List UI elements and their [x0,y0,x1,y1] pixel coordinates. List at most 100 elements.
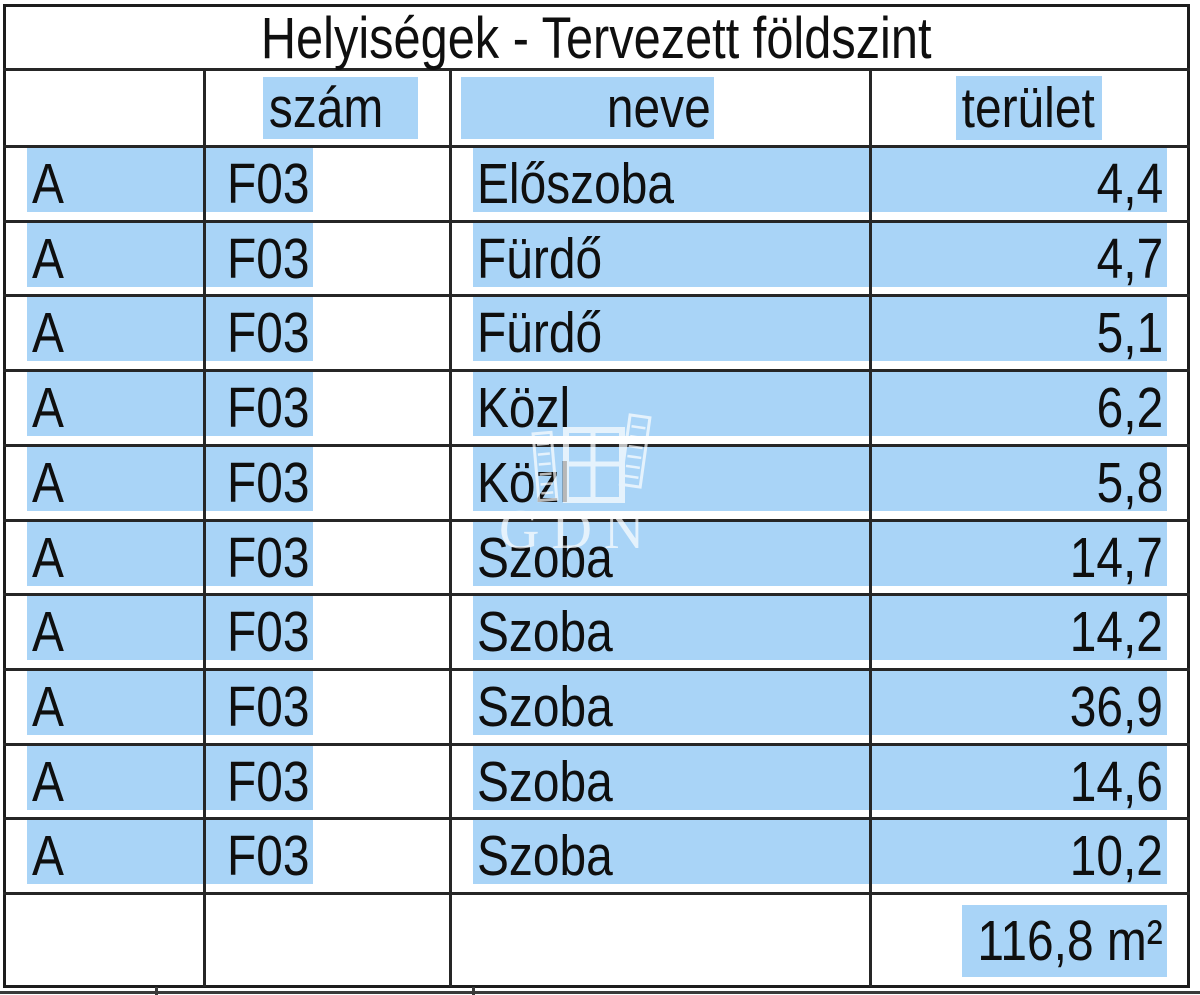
cell-block-text: A [32,749,64,814]
cell-terulet: 6,2 [880,369,1163,444]
cell-szam-text: F03 [227,600,310,664]
cell-block-text: A [32,376,64,440]
table-title: Helyiségek - Tervezett földszint [3,4,1190,68]
grid-line [3,668,1190,671]
cell-szam: F03 [227,593,437,668]
cell-neve-text: Közl [477,451,571,515]
cell-block: A [32,294,192,369]
cell-neve-text: Szoba [477,675,613,739]
cell-block: A [32,519,192,593]
cell-terulet: 5,1 [880,294,1163,369]
cell-block-text: A [32,600,64,664]
cell-block-text: A [32,675,64,739]
row-highlight-band [27,669,313,735]
header-highlight-szam [263,77,418,139]
grid-line [449,68,452,987]
grid-line [3,892,1190,895]
cell-terulet: 4,4 [880,145,1163,220]
column-header-szam-text: szám [268,76,384,140]
cell-block: A [32,444,192,519]
cell-szam-text: F03 [227,376,310,440]
total-area-text: 116,8 m² [977,909,1163,973]
cell-terulet-text: 14,7 [1069,525,1163,590]
grid-line [3,593,1190,596]
column-header-terulet: terület [869,68,1188,145]
cell-szam: F03 [227,519,437,593]
cell-szam: F03 [227,294,437,369]
cell-block: A [32,817,192,892]
next-table-edge-tick [155,987,158,995]
cell-terulet: 14,2 [880,593,1163,668]
table-frame [3,4,1190,988]
next-table-edge-tick [472,987,475,995]
row-highlight-band [473,669,1167,735]
cell-neve: Szoba [477,817,857,892]
cell-terulet-text: 10,2 [1069,824,1163,888]
cell-terulet: 14,6 [880,743,1163,817]
column-header-neve: neve [449,68,869,145]
row-highlight-band [473,146,1167,212]
cell-neve-text: Közl [477,376,571,440]
cell-terulet-text: 5,1 [1096,301,1163,365]
grid-line [3,369,1190,372]
cell-terulet-text: 4,7 [1096,226,1163,291]
cell-szam-text: F03 [227,749,310,814]
cell-szam-text: F03 [227,226,310,291]
cell-neve-text: Fürdő [477,301,603,365]
row-highlight-band [27,146,313,212]
cell-terulet: 5,8 [880,444,1163,519]
cell-block: A [32,593,192,668]
cell-neve-text: Szoba [477,525,613,590]
cell-terulet: 14,7 [880,519,1163,593]
grid-line [3,817,1190,820]
grid-line [3,145,1190,148]
grid-line [3,294,1190,297]
cell-szam: F03 [227,369,437,444]
cell-terulet-text: 36,9 [1069,675,1163,739]
cell-terulet: 4,7 [880,220,1163,294]
cell-neve-text: Szoba [477,600,613,664]
cell-szam-text: F03 [227,301,310,365]
row-highlight-band [27,520,313,586]
cell-block-text: A [32,152,64,216]
cell-szam-text: F03 [227,675,310,739]
grid-line [203,68,206,987]
cell-neve: Közl [477,444,857,519]
column-header-neve-text: neve [607,76,711,140]
cell-szam: F03 [227,743,437,817]
cell-neve-text: Előszoba [477,152,674,216]
row-highlight-band [473,520,1167,586]
cell-block-text: A [32,226,64,291]
cell-neve-text: Fürdő [477,226,603,291]
grid-line [3,220,1190,223]
cell-block-text: A [32,451,64,515]
grid-line [3,743,1190,746]
cell-szam: F03 [227,444,437,519]
row-highlight-band [27,295,313,361]
cell-block-text: A [32,824,64,888]
cell-neve-text: Szoba [477,824,613,888]
cell-block-text: A [32,301,64,365]
row-highlight-band [473,744,1167,810]
column-header-szam: szám [203,68,449,145]
cell-szam: F03 [227,220,437,294]
cell-terulet: 10,2 [880,817,1163,892]
cell-neve: Szoba [477,668,857,743]
cell-neve: Fürdő [477,220,857,294]
row-highlight-band [27,370,313,436]
cell-terulet-text: 14,6 [1069,749,1163,814]
cell-block: A [32,743,192,817]
cell-terulet: 36,9 [880,668,1163,743]
cell-terulet-text: 5,8 [1096,451,1163,515]
cell-terulet-text: 6,2 [1096,376,1163,440]
cell-terulet-text: 4,4 [1096,152,1163,216]
row-highlight-band [473,295,1167,361]
cell-szam-text: F03 [227,824,310,888]
cell-neve: Közl [477,369,857,444]
row-highlight-band [473,370,1167,436]
cell-szam-text: F03 [227,451,310,515]
cell-neve: Szoba [477,519,857,593]
cell-neve: Szoba [477,593,857,668]
cell-szam: F03 [227,817,437,892]
grid-line [869,68,872,987]
